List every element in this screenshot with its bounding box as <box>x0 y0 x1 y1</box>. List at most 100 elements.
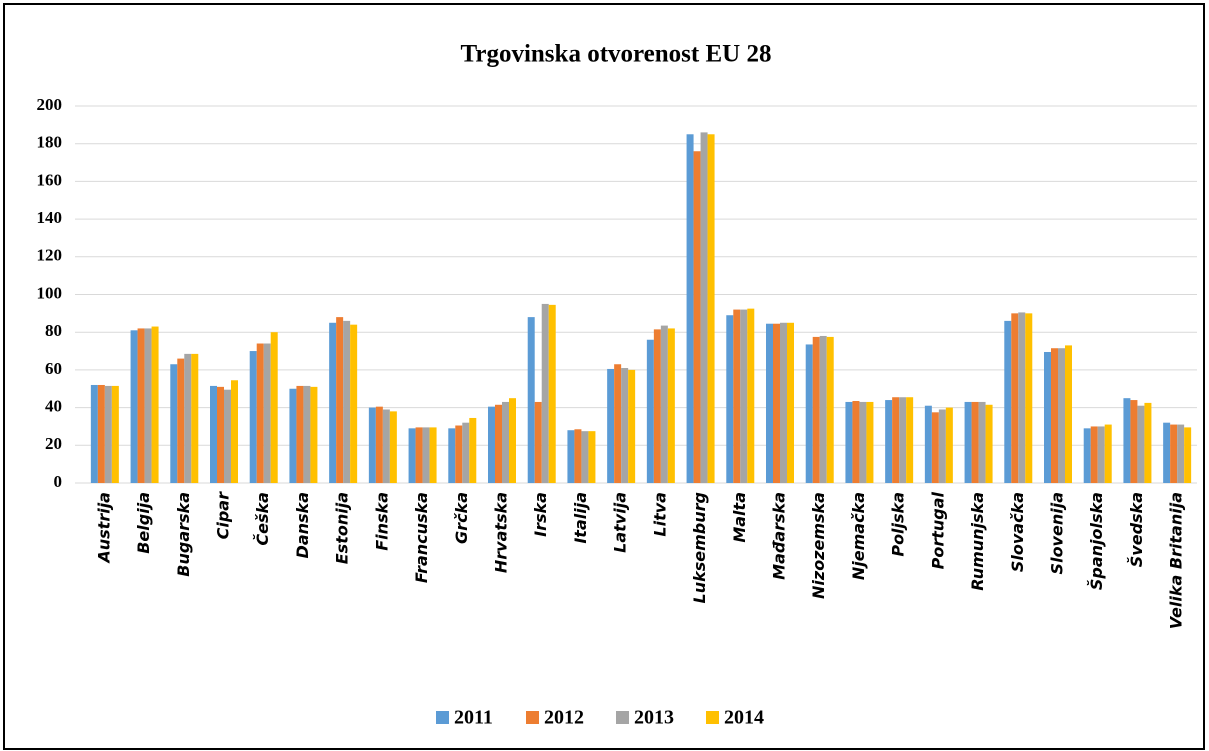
y-tick-label: 60 <box>45 359 62 378</box>
bar <box>151 326 159 483</box>
bar <box>184 353 192 483</box>
bar <box>826 336 834 483</box>
bar <box>726 315 734 483</box>
bar <box>534 401 542 483</box>
x-tick-label: Luksemburg <box>690 492 709 603</box>
bar <box>97 384 105 483</box>
legend-label: 2013 <box>634 707 674 729</box>
bar <box>899 397 907 483</box>
bar <box>1123 398 1131 483</box>
bar <box>581 431 589 483</box>
bar <box>310 386 318 483</box>
bar <box>1004 320 1012 483</box>
bar <box>1137 405 1145 483</box>
bar <box>931 412 939 483</box>
bar <box>144 328 152 483</box>
bar <box>747 308 755 483</box>
y-tick-label: 140 <box>37 208 63 227</box>
bar <box>422 427 430 483</box>
bar <box>628 369 636 483</box>
bar <box>296 385 304 483</box>
x-tick-label: Cipar <box>214 491 233 539</box>
bar <box>621 368 629 483</box>
bar <box>455 425 463 483</box>
bar <box>137 328 145 483</box>
bar <box>1018 312 1026 483</box>
bar <box>382 409 390 483</box>
bar <box>859 401 867 483</box>
bar <box>1025 313 1033 483</box>
x-tick-label: Litva <box>650 492 669 537</box>
bar <box>805 344 813 483</box>
bar <box>1065 345 1072 483</box>
bar <box>971 401 979 483</box>
bar <box>1083 428 1091 483</box>
x-tick-label: Velika Britanija <box>1167 492 1186 629</box>
bar <box>329 322 337 483</box>
x-tick-label: Češka <box>252 492 272 546</box>
x-tick-label: Švedska <box>1126 492 1146 567</box>
legend-label: 2014 <box>724 707 764 729</box>
x-tick-label: Njemačka <box>849 492 868 580</box>
bar <box>812 336 820 483</box>
x-tick-label: Bugarska <box>174 492 193 577</box>
bar <box>541 303 549 483</box>
bar <box>289 388 297 483</box>
bar <box>885 400 893 483</box>
x-tick-label: Španjolska <box>1086 492 1106 590</box>
bar <box>787 322 794 483</box>
bar <box>978 401 986 483</box>
x-tick-label: Hrvatska <box>492 492 511 573</box>
bar <box>686 134 694 483</box>
bar <box>693 151 701 484</box>
y-tick-label: 160 <box>37 170 63 189</box>
bar <box>1144 402 1152 483</box>
x-tick-label: Irska <box>531 492 550 537</box>
bar <box>429 427 437 483</box>
bar <box>733 309 741 483</box>
bar <box>217 386 224 483</box>
bar <box>343 320 351 483</box>
x-tick-label: Francuska <box>412 492 431 583</box>
legend-swatch <box>436 711 449 724</box>
legend-label: 2011 <box>454 707 493 729</box>
x-tick-label: Grčka <box>452 492 471 544</box>
chart-title: Trgovinska otvorenost EU 28 <box>461 41 772 68</box>
bar <box>780 322 787 483</box>
x-tick-label: Italija <box>571 492 590 544</box>
bar <box>488 406 495 483</box>
legend-label: 2012 <box>544 707 584 729</box>
bar <box>408 428 416 483</box>
bar <box>819 335 827 483</box>
legend-swatch <box>616 711 629 724</box>
bar <box>700 132 708 483</box>
bar <box>614 364 622 483</box>
bar <box>502 401 509 483</box>
bar <box>667 328 675 483</box>
bar <box>1090 426 1098 483</box>
bar <box>892 397 900 483</box>
bar <box>270 332 278 483</box>
x-tick-label: Belgija <box>134 492 153 554</box>
y-tick-label: 120 <box>37 246 63 265</box>
bar <box>1051 348 1058 483</box>
bar <box>177 358 185 483</box>
bar <box>263 343 271 483</box>
bar <box>740 309 748 483</box>
x-tick-label: Slovenija <box>1048 492 1067 574</box>
bar <box>574 429 582 483</box>
bar <box>852 401 860 483</box>
bar <box>1163 422 1171 483</box>
bar <box>170 364 178 483</box>
bar <box>495 404 502 483</box>
y-tick-label: 100 <box>37 283 63 302</box>
bar <box>938 409 946 483</box>
bar <box>111 385 119 483</box>
x-tick-label: Malta <box>730 492 749 543</box>
bar <box>548 304 556 483</box>
bar <box>231 380 238 483</box>
bar <box>924 405 932 483</box>
x-tick-label: Mađarska <box>770 492 789 580</box>
x-tick-label: Latvija <box>611 492 630 553</box>
bar <box>607 368 615 483</box>
